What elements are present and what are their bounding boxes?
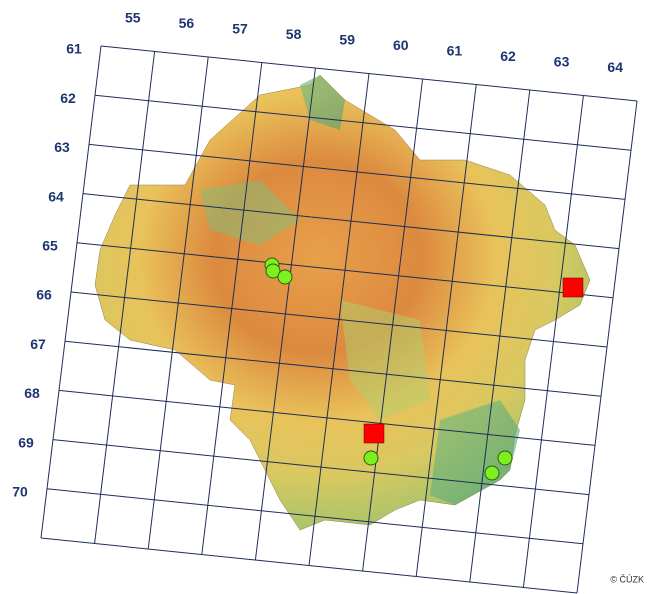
red-square-marker [562,277,584,298]
grid-line [100,45,638,102]
grid [40,45,638,594]
grid-line [58,389,596,446]
red-square-marker [363,423,385,444]
column-label: 60 [393,37,409,53]
row-label: 62 [60,90,76,106]
row-label: 61 [66,41,82,57]
column-label: 64 [607,59,623,75]
row-label: 68 [24,385,40,401]
grid-line [52,439,590,496]
row-label: 63 [54,139,70,155]
grid-line [88,143,626,200]
grid-line [76,242,614,299]
grid-line [94,94,632,151]
column-label: 58 [286,26,302,42]
markers [264,257,584,481]
column-label: 59 [339,31,355,47]
green-circle-marker [497,450,513,466]
row-label: 66 [36,287,52,303]
green-circle-marker [265,263,281,279]
column-label: 62 [500,48,516,64]
column-label: 61 [447,42,463,58]
column-label: 56 [179,15,195,31]
grid-line [70,291,608,348]
column-label: 57 [232,20,248,36]
copyright: © ČÚZK [610,574,644,584]
row-label: 67 [30,336,46,352]
terrain [94,74,591,531]
column-label: 55 [125,9,141,25]
row-label: 69 [18,434,34,450]
green-circle-marker [363,450,379,466]
grid-line [64,340,602,397]
green-circle-marker [484,465,500,481]
grid-line [40,537,578,594]
grid-line [46,488,584,545]
column-label: 63 [554,53,570,69]
grid-line [82,193,620,250]
row-label: 65 [42,238,58,254]
row-label: 70 [12,484,28,500]
green-circle-marker [277,269,293,285]
row-label: 64 [48,188,64,204]
